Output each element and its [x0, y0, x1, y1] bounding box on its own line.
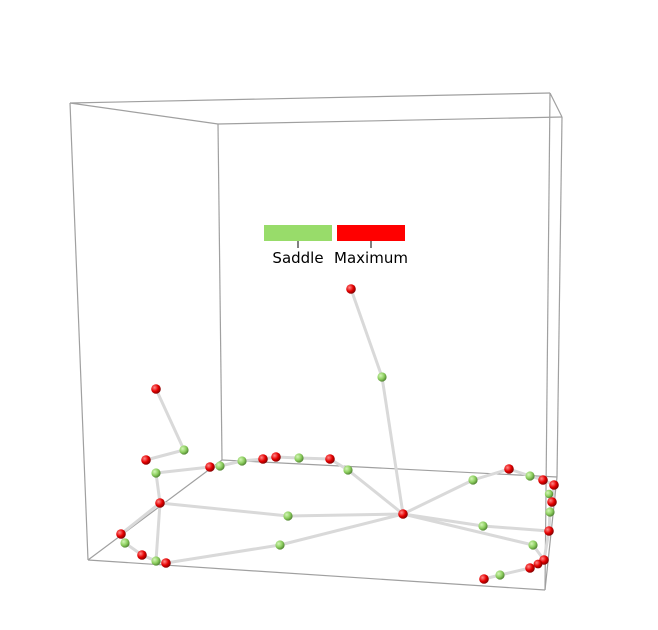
maximum-point	[271, 452, 281, 462]
maximum-point	[547, 497, 557, 507]
saddle-point	[544, 489, 554, 499]
saddle-point	[525, 471, 535, 481]
saddle-point	[215, 461, 225, 471]
maximum-point	[549, 480, 559, 490]
legend-swatch-saddle	[264, 225, 332, 241]
box-edge-back-top	[217, 116, 563, 125]
saddle-point	[237, 456, 247, 466]
legend-label-saddle: Saddle	[272, 249, 323, 267]
maximum-point	[525, 563, 535, 573]
box-edge-front-top	[69, 92, 551, 104]
bounding-box	[69, 92, 563, 591]
maximum-point	[141, 455, 151, 465]
saddle-point	[528, 540, 538, 550]
box-edge-right-front	[544, 92, 551, 591]
arcs	[119, 287, 556, 581]
saddle-point	[275, 540, 285, 550]
maximum-point	[116, 529, 126, 539]
critical-points	[116, 284, 559, 584]
arc	[119, 532, 158, 563]
arc	[144, 387, 186, 462]
saddle-point	[120, 538, 130, 548]
saddle-point	[377, 372, 387, 382]
arc	[119, 465, 212, 536]
maximum-point	[538, 475, 548, 485]
saddle-point	[468, 475, 478, 485]
legend: Saddle Maximum	[264, 225, 408, 267]
saddle-point	[478, 521, 488, 531]
arc	[164, 512, 405, 565]
maximum-point	[205, 462, 215, 472]
box-edge-back-left	[217, 123, 223, 461]
maximum-point	[258, 454, 268, 464]
maximum-point	[137, 550, 147, 560]
box-edge-right-back	[556, 116, 563, 478]
maximum-point	[161, 558, 171, 568]
legend-swatch-maximum	[337, 225, 405, 241]
saddle-point	[179, 445, 189, 455]
arc	[158, 501, 405, 518]
maximum-point	[533, 559, 543, 569]
arc	[401, 512, 546, 562]
saddle-point	[343, 465, 353, 475]
saddle-point	[294, 453, 304, 463]
box-edge-bottom-left	[87, 459, 223, 561]
saddle-point	[151, 556, 161, 566]
box-edge-front-left	[69, 102, 89, 561]
saddle-point	[283, 511, 293, 521]
saddle-point	[495, 570, 505, 580]
maximum-point	[504, 464, 514, 474]
arc	[208, 455, 405, 516]
box-edge-top-left	[69, 102, 219, 125]
maximum-point	[155, 498, 165, 508]
arc	[154, 501, 168, 565]
arc	[401, 512, 551, 533]
box-edge-bottom-back	[221, 459, 558, 478]
maximum-point	[544, 526, 554, 536]
maximum-point	[479, 574, 489, 584]
box-edge-top-right	[549, 92, 563, 118]
saddle-point	[545, 507, 555, 517]
maximum-point	[398, 509, 408, 519]
maximum-point	[346, 284, 356, 294]
maximum-point	[151, 384, 161, 394]
maximum-point	[325, 454, 335, 464]
legend-label-maximum: Maximum	[334, 249, 408, 267]
saddle-point	[151, 468, 161, 478]
